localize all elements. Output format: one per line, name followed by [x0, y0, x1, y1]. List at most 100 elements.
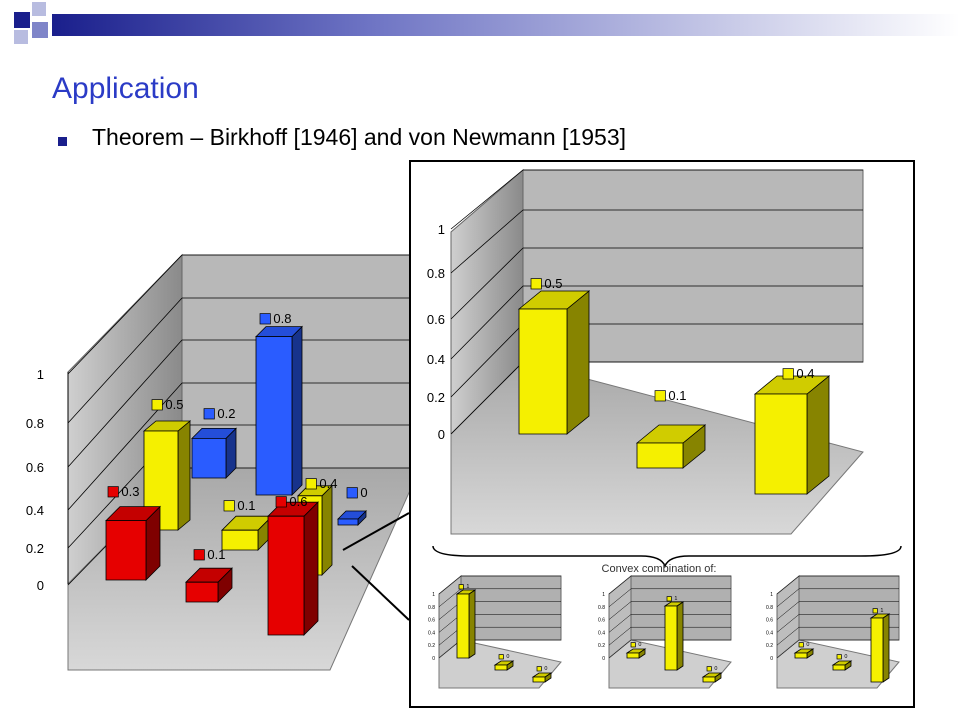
data-label: 0	[498, 654, 509, 660]
y-tick-label: 1	[770, 592, 773, 598]
y-tick-label: 1	[438, 222, 445, 237]
y-tick-label: 0.4	[598, 630, 605, 636]
gridline	[450, 323, 524, 398]
data-label: 0.5	[530, 276, 562, 291]
svg-text:0.5: 0.5	[544, 276, 562, 291]
gridline	[608, 627, 632, 646]
zoom-connector	[351, 565, 410, 621]
y-tick-label: 0	[432, 656, 435, 662]
small-chart-1: 0 0.2 0.4 0.6 0.8 1 1 0 0	[428, 574, 562, 689]
small-chart-2: 0 0.2 0.4 0.6 0.8 1 0 1 0	[598, 574, 732, 689]
bar-yellow-2	[753, 375, 831, 495]
bar-yellow-0	[793, 648, 815, 659]
gridline	[450, 361, 524, 435]
bar-yellow-2	[531, 672, 553, 683]
y-tick-label: 0.2	[598, 643, 605, 649]
data-label: 0.4	[782, 366, 814, 381]
svg-text:0.4: 0.4	[796, 366, 814, 381]
data-label: 1	[872, 608, 883, 614]
convex-combination-label: Convex combination of:	[602, 563, 717, 575]
logo-square-light	[14, 30, 28, 44]
y-tick-label: 0.6	[427, 312, 445, 327]
bar-yellow-2	[869, 613, 891, 683]
data-label: 0.6	[275, 494, 307, 509]
chart-back-wall	[460, 575, 562, 641]
bar-red-1	[185, 567, 233, 603]
y-tick-label: 0.6	[766, 618, 773, 624]
data-label: 0.8	[259, 311, 291, 326]
y-tick-label: 0.8	[428, 605, 435, 611]
gridline	[450, 247, 524, 320]
y-tick-label: 0.2	[427, 390, 445, 405]
brace	[432, 545, 902, 569]
svg-text:0: 0	[806, 642, 809, 648]
gridline	[608, 614, 632, 633]
data-label: 0.4	[305, 476, 337, 491]
gridline	[450, 169, 524, 230]
y-tick-label: 0.6	[428, 618, 435, 624]
gridline	[776, 601, 800, 620]
bullet-text: Theorem – Birkhoff [1946] and von Newman…	[92, 124, 627, 150]
bar-yellow-1	[831, 660, 853, 671]
y-tick-label: 0.6	[598, 618, 605, 624]
svg-text:0: 0	[544, 666, 547, 672]
bar-red-2	[267, 501, 319, 636]
data-label: 1	[666, 596, 677, 602]
gridline	[776, 588, 800, 607]
data-label: 0	[536, 666, 547, 672]
gridline	[608, 575, 632, 595]
detail-panel: 0 0.2 0.4 0.6 0.8 1 0.5 0.1 0.4 Convex combinati…	[409, 160, 915, 708]
data-label: 0.1	[223, 498, 255, 513]
y-tick-label: 0	[438, 427, 445, 442]
gridline	[776, 575, 800, 595]
data-label: 0	[346, 485, 368, 500]
gridline	[608, 639, 632, 659]
y-tick-label: 0.4	[26, 503, 44, 518]
gridline	[608, 601, 632, 620]
svg-text:0: 0	[360, 485, 367, 500]
bar-yellow-1	[663, 601, 685, 671]
bar-yellow-0	[517, 290, 591, 435]
page-title: Application	[52, 72, 199, 105]
gridline	[776, 627, 800, 646]
bar-yellow-2	[701, 672, 723, 683]
gridline	[67, 254, 183, 375]
y-tick-label: 0	[770, 656, 773, 662]
y-tick-label: 1	[432, 592, 435, 598]
bar-blue-2	[337, 510, 367, 526]
data-label: 0	[630, 642, 641, 648]
y-tick-label: 0.2	[26, 541, 44, 556]
logo-square-dark	[14, 12, 30, 28]
y-tick-label: 1	[602, 592, 605, 598]
y-tick-label: 0.2	[766, 643, 773, 649]
svg-text:1: 1	[880, 608, 883, 614]
gridline	[608, 588, 632, 607]
data-label: 0.1	[193, 547, 225, 562]
data-label: 0.3	[107, 484, 139, 499]
svg-text:0.1: 0.1	[237, 498, 255, 513]
header-gradient-bar	[52, 14, 960, 36]
svg-text:0.3: 0.3	[121, 484, 139, 499]
y-tick-label: 0.8	[427, 266, 445, 281]
bullet-marker	[58, 137, 67, 146]
bar-yellow-0	[455, 589, 477, 659]
svg-text:0.1: 0.1	[207, 547, 225, 562]
chart-convex-3d: 0 0.2 0.4 0.6 0.8 1 0.5 0.1 0.4 Convex combinati…	[427, 168, 902, 689]
svg-text:0: 0	[506, 654, 509, 660]
bar-blue-0	[191, 427, 237, 479]
gridline	[450, 285, 524, 360]
svg-text:0.5: 0.5	[165, 397, 183, 412]
svg-text:0: 0	[638, 642, 641, 648]
bar-yellow-0	[625, 648, 647, 659]
gridline	[450, 209, 524, 274]
logo-square-light	[32, 2, 46, 16]
gridline	[438, 575, 462, 595]
data-label: 0	[836, 654, 847, 660]
data-label: 1	[458, 584, 469, 590]
gridline	[438, 588, 462, 607]
svg-text:0.6: 0.6	[289, 494, 307, 509]
header-decoration	[0, 0, 960, 46]
y-tick-label: 0.4	[427, 352, 445, 367]
logo-square-mid	[32, 22, 48, 38]
svg-text:0.1: 0.1	[668, 388, 686, 403]
